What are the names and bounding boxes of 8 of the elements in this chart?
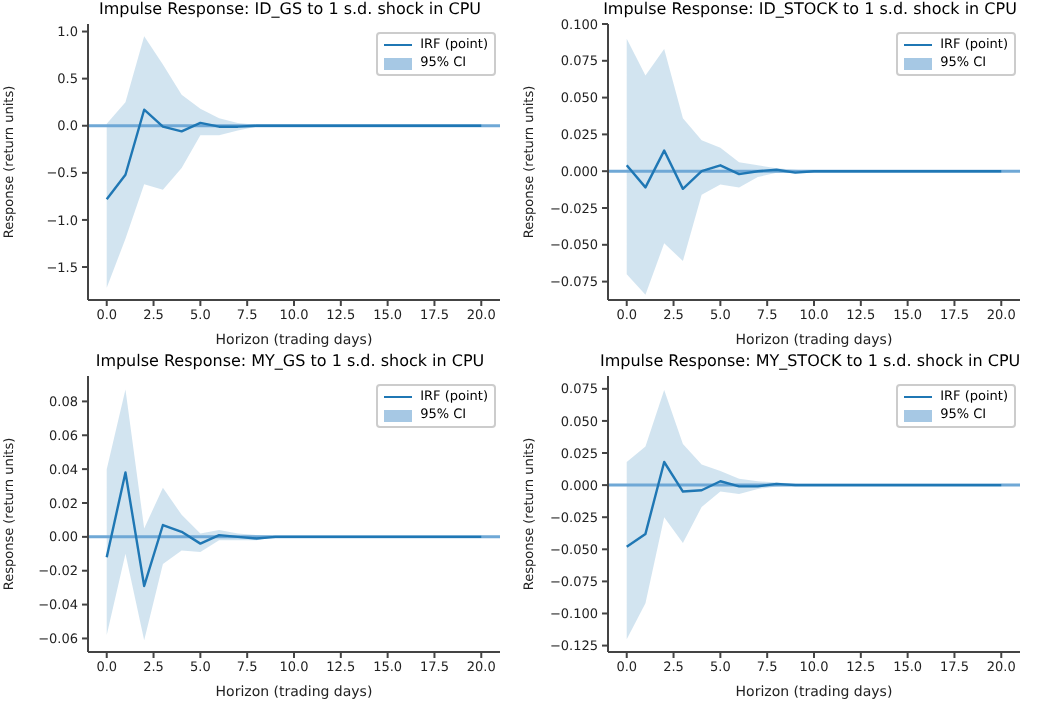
- line-series: [625, 149, 1003, 191]
- line-series: [105, 108, 483, 201]
- chart-title: Impulse Response: ID_GS to 1 s.d. shock in CPU: [96, 0, 484, 18]
- chart-title: Impulse Response: MY_GS to 1 s.d. shock in CPU: [93, 352, 487, 370]
- line-series: [105, 471, 483, 588]
- line-series: [625, 460, 1003, 548]
- chart-title: Impulse Response: MY_STOCK to 1 s.d. shock in CPU: [600, 352, 1021, 370]
- chart-title: Impulse Response: ID_STOCK to 1 s.d. shock in CPU: [601, 0, 1019, 18]
